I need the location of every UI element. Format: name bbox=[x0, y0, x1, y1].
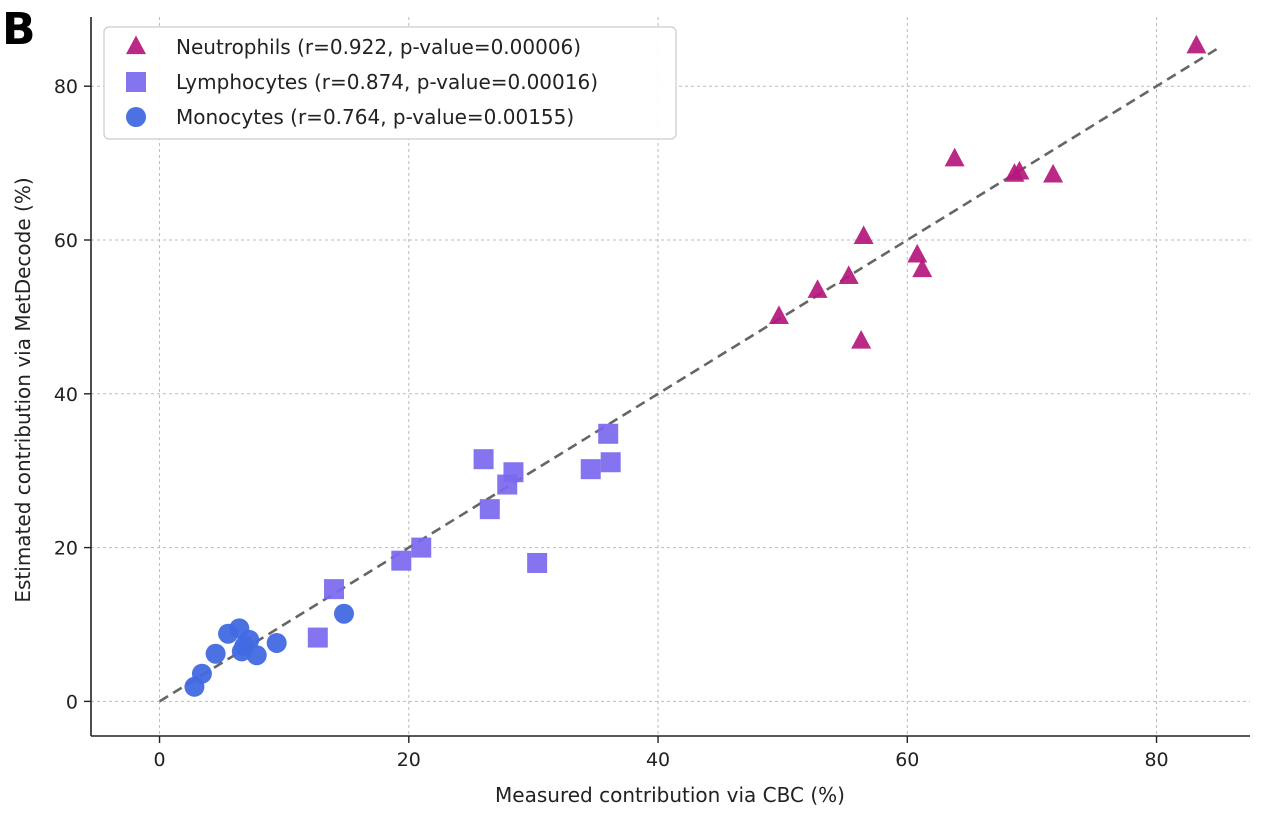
neutrophil-point bbox=[768, 305, 789, 325]
monocyte-point bbox=[218, 623, 239, 644]
y-axis-label: Estimated contribution via MetDecode (%) bbox=[11, 177, 35, 602]
y-tick-label: 0 bbox=[66, 691, 78, 713]
legend-box bbox=[103, 26, 677, 140]
x-tick-label: 40 bbox=[646, 749, 670, 771]
x-tick-label: 0 bbox=[153, 749, 165, 771]
neutrophil-point bbox=[1004, 163, 1025, 182]
reference-line-group bbox=[158, 46, 1220, 703]
lymphocyte-point bbox=[580, 459, 601, 480]
monocyte-point bbox=[266, 632, 287, 653]
lymphocyte-point bbox=[307, 627, 328, 648]
legend-neutrophil-label: Neutrophils (r=0.922, p-value=0.00006) bbox=[176, 35, 581, 59]
panel-label: B bbox=[2, 4, 36, 55]
neutrophil-point bbox=[944, 147, 965, 167]
neutrophil-point bbox=[851, 330, 872, 349]
legend-lymphocyte-marker bbox=[126, 72, 146, 92]
data-points bbox=[184, 34, 1207, 697]
neutrophil-point bbox=[1043, 163, 1064, 183]
neutrophil-point bbox=[1186, 34, 1207, 54]
lymphocyte-point bbox=[527, 552, 548, 573]
neutrophil-point bbox=[838, 265, 859, 285]
monocyte-point bbox=[184, 676, 205, 697]
lymphocyte-point bbox=[411, 537, 432, 558]
x-tick-label: 60 bbox=[895, 749, 919, 771]
monocyte-point bbox=[231, 641, 252, 662]
neutrophil-point bbox=[807, 279, 828, 298]
y-tick-label: 60 bbox=[54, 230, 78, 252]
monocyte-point bbox=[205, 643, 226, 664]
legend-monocyte-marker bbox=[126, 107, 146, 127]
y-tick-label: 40 bbox=[54, 384, 78, 406]
lymphocyte-point bbox=[473, 449, 494, 470]
lymphocyte-point bbox=[598, 423, 619, 444]
lymphocyte-point bbox=[497, 474, 518, 495]
legend: Neutrophils (r=0.922, p-value=0.00006) Ly… bbox=[103, 26, 677, 140]
x-tick-label: 20 bbox=[397, 749, 421, 771]
identity-reference-line bbox=[158, 46, 1220, 703]
y-tick-label: 20 bbox=[54, 538, 78, 560]
monocyte-point bbox=[333, 603, 354, 624]
neutrophil-point bbox=[907, 243, 928, 263]
legend-neutrophil-marker bbox=[126, 35, 146, 55]
lymphocyte-point bbox=[391, 550, 412, 571]
neutrophil-point bbox=[912, 258, 933, 278]
legend-lymphocyte-label: Lymphocytes (r=0.874, p-value=0.00016) bbox=[176, 70, 598, 94]
x-axis-label: Measured contribution via CBC (%) bbox=[495, 783, 845, 807]
lymphocyte-point bbox=[479, 499, 500, 520]
axes: 0 20 40 60 80 0 20 40 60 80 bbox=[54, 17, 1250, 771]
legend-monocyte-label: Monocytes (r=0.764, p-value=0.00155) bbox=[176, 105, 574, 129]
neutrophil-point bbox=[853, 225, 874, 245]
y-tick-label: 80 bbox=[54, 76, 78, 98]
lymphocyte-point bbox=[324, 579, 345, 600]
x-tick-label: 80 bbox=[1144, 749, 1168, 771]
lymphocyte-point bbox=[600, 452, 621, 473]
